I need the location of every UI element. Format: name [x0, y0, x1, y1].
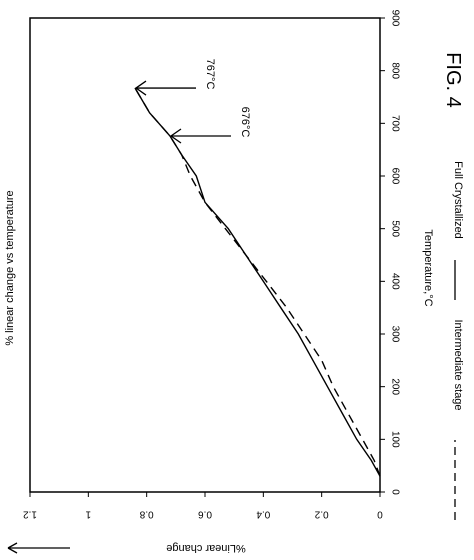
x-tick-label: 0: [389, 489, 400, 495]
annotation-group: 767°C 676°C: [134, 59, 251, 144]
series-group: [134, 87, 381, 477]
y-tick-label: 0.2: [314, 508, 328, 519]
annotation-arrow-head: [134, 80, 147, 96]
x-axis-label: Temperature,°C: [422, 229, 434, 306]
annotation-arrow-head: [169, 128, 182, 144]
annotation-label: 676°C: [239, 107, 251, 138]
legend: Intermediate stage Full Crystallized: [452, 161, 464, 520]
x-tick-label: 900: [389, 10, 400, 27]
x-tick-label: 200: [389, 378, 400, 395]
figure-label: FIG. 4: [442, 52, 464, 108]
y-tick-label: 1: [85, 508, 91, 519]
series-line-intermediate: [134, 87, 381, 477]
y-tick-label: 0: [377, 508, 383, 519]
direction-arrow: [7, 542, 70, 554]
chart-title: % linear change vs temperature: [4, 190, 16, 345]
legend-full-label: Full Crystallized: [452, 161, 464, 239]
x-tick-label: 300: [389, 326, 400, 343]
x-tick-label: 500: [389, 220, 400, 237]
y-tick-label: 1.2: [23, 508, 37, 519]
x-tick-label: 700: [389, 115, 400, 132]
annotation-label: 767°C: [204, 59, 216, 90]
legend-intermediate-label: Intermediate stage: [452, 319, 464, 410]
y-axis-label: %Linear change: [166, 542, 246, 554]
x-tick-group: 0 100 200 300 400 500 600 700 800 900: [380, 10, 400, 495]
x-tick-label: 600: [389, 168, 400, 185]
y-tick-label: 0.8: [139, 508, 153, 519]
x-tick-label: 400: [389, 273, 400, 290]
y-tick-label: 0.6: [198, 508, 212, 519]
direction-arrow-head: [7, 542, 18, 554]
x-tick-label: 100: [389, 431, 400, 448]
x-tick-label: 800: [389, 62, 400, 79]
y-tick-group: 0 0.2 0.4 0.6 0.8 1 1.2: [23, 492, 383, 519]
series-line-full-crystallized: [134, 87, 381, 477]
y-tick-label: 0.4: [256, 508, 270, 519]
